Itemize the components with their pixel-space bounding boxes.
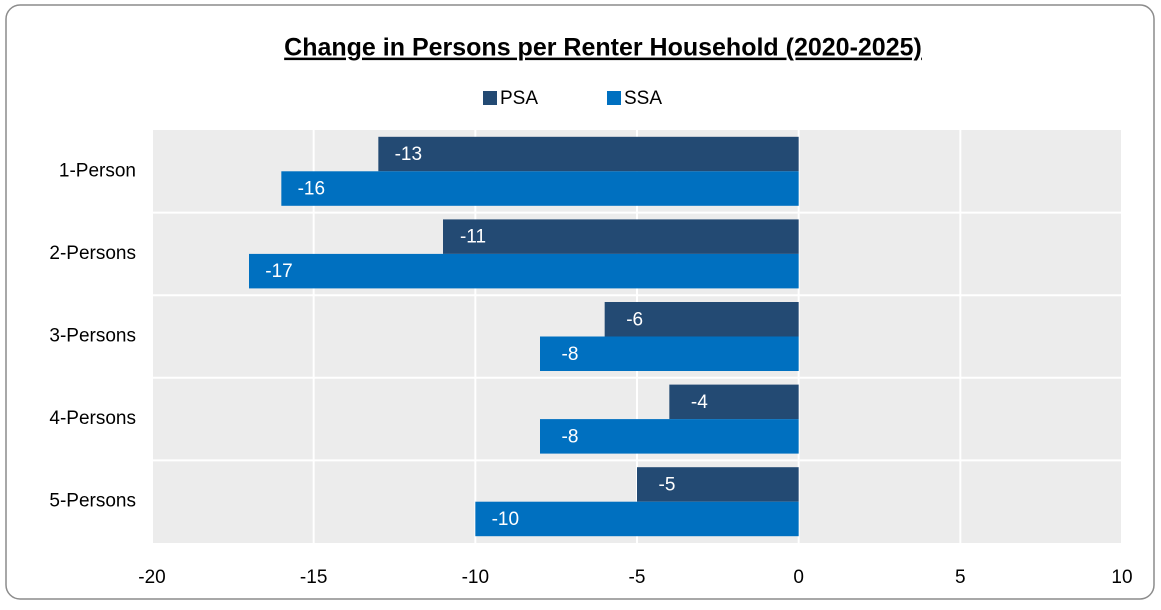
x-tick-label: 10 xyxy=(1111,567,1132,588)
bar xyxy=(475,501,799,537)
data-label: -8 xyxy=(562,344,579,365)
legend-swatch xyxy=(607,91,621,105)
data-label: -8 xyxy=(562,426,579,447)
bar xyxy=(604,302,799,337)
y-tick-label: 1-Person xyxy=(59,160,136,181)
data-label: -16 xyxy=(298,179,325,200)
chart-title: Change in Persons per Renter Household (… xyxy=(284,34,922,62)
x-tick-label: -10 xyxy=(462,567,489,588)
x-tick-label: 0 xyxy=(793,567,804,588)
bar xyxy=(637,467,799,502)
x-tick-label: 5 xyxy=(955,567,966,588)
x-tick-label: -20 xyxy=(138,567,165,588)
bar xyxy=(443,219,799,254)
data-label: -17 xyxy=(265,261,292,282)
data-label: -10 xyxy=(492,509,519,530)
data-label: -13 xyxy=(395,144,422,165)
legend-label: PSA xyxy=(500,88,538,109)
data-label: -6 xyxy=(626,309,643,330)
bar xyxy=(378,136,799,172)
x-tick-label: -15 xyxy=(300,567,327,588)
bar xyxy=(540,419,799,454)
legend-label: SSA xyxy=(624,88,662,109)
bar xyxy=(669,384,799,420)
bar xyxy=(281,171,799,206)
y-tick-label: 4-Persons xyxy=(49,408,136,429)
y-tick-label: 2-Persons xyxy=(49,243,136,264)
data-label: -11 xyxy=(460,227,486,248)
y-tick-label: 3-Persons xyxy=(49,326,136,347)
y-tick-label: 5-Persons xyxy=(49,491,136,512)
x-tick-label: -5 xyxy=(629,567,646,588)
legend-swatch xyxy=(483,91,497,105)
bar xyxy=(249,253,799,289)
data-label: -4 xyxy=(691,392,708,413)
data-label: -5 xyxy=(659,474,676,495)
bar xyxy=(540,336,799,371)
